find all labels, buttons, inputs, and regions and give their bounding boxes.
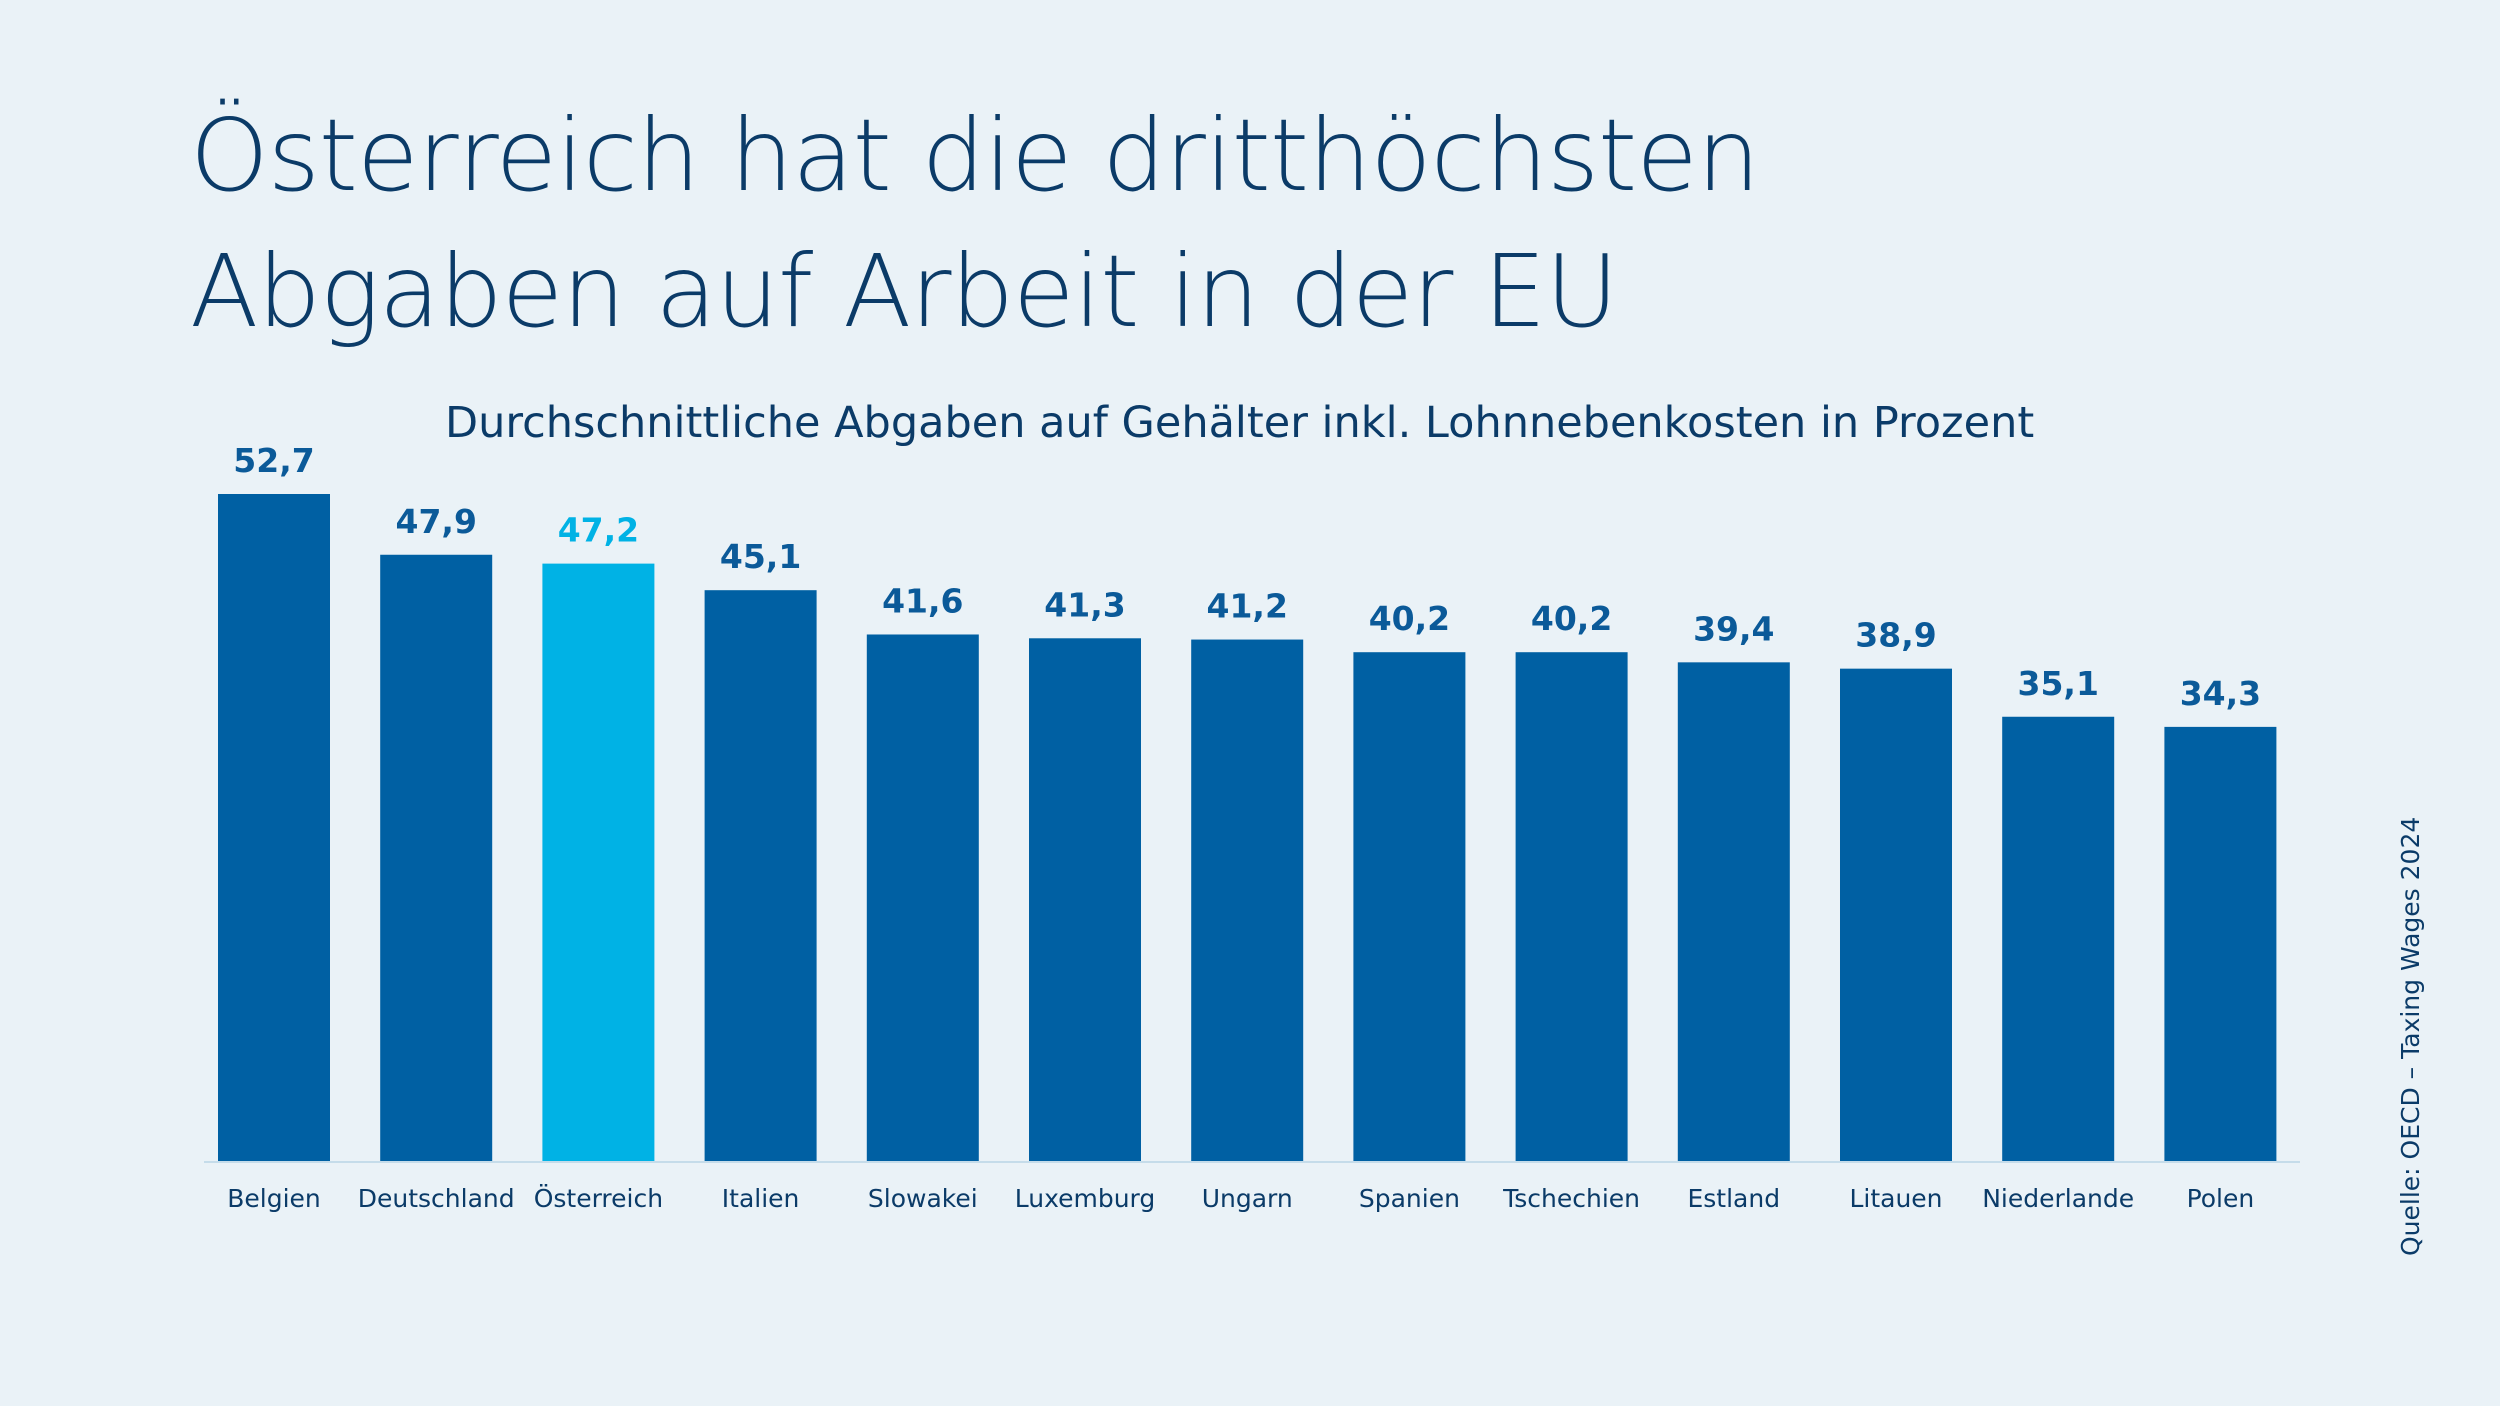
value-label-ungarn: 41,2 (1206, 587, 1287, 626)
value-label-estland: 39,4 (1693, 609, 1774, 648)
chart-title-line-1: Österreich hat die dritthöchsten (190, 97, 1760, 214)
value-label-slowakei: 41,6 (882, 581, 963, 620)
category-label-oesterreich: Österreich (534, 1184, 663, 1213)
chart-subtitle: Durchschnittliche Abgaben auf Gehälter i… (445, 398, 2035, 448)
category-label-belgien: Belgien (227, 1184, 321, 1213)
bar-spanien (1353, 652, 1466, 1161)
bar-italien (704, 590, 817, 1161)
value-label-italien: 45,1 (720, 537, 801, 576)
value-label-luxemburg: 41,3 (1044, 585, 1125, 624)
category-label-slowakei: Slowakei (868, 1184, 978, 1213)
bar-estland (1677, 662, 1790, 1161)
value-label-belgien: 52,7 (233, 441, 314, 480)
source-note: Quelle: OECD – Taxing Wages 2024 (2396, 816, 2425, 1256)
category-label-niederlande: Niederlande (1982, 1184, 2134, 1213)
category-label-tschechien: Tschechien (1502, 1184, 1640, 1213)
value-label-niederlande: 35,1 (2017, 664, 2098, 703)
bar-oesterreich (542, 563, 655, 1161)
category-label-italien: Italien (722, 1184, 800, 1213)
bar-belgien (218, 494, 330, 1161)
bar-litauen (1840, 668, 1952, 1161)
bar-deutschland (380, 554, 493, 1161)
category-label-polen: Polen (2187, 1184, 2255, 1213)
value-label-litauen: 38,9 (1855, 616, 1936, 655)
bar-slowakei (866, 634, 979, 1161)
bar-niederlande (2002, 716, 2115, 1161)
value-label-oesterreich: 47,2 (558, 511, 639, 550)
value-label-polen: 34,3 (2180, 674, 2261, 713)
category-label-litauen: Litauen (1849, 1184, 1942, 1213)
category-label-ungarn: Ungarn (1202, 1184, 1293, 1213)
category-label-spanien: Spanien (1359, 1184, 1460, 1213)
bar-luxemburg (1029, 638, 1141, 1161)
bar-polen (2164, 726, 2277, 1161)
bar-ungarn (1191, 639, 1304, 1161)
chart-title-line-2: Abgaben auf Arbeit in der EU (190, 233, 1619, 350)
category-label-luxemburg: Luxemburg (1015, 1184, 1156, 1213)
chart-title: Österreich hat die dritthöchsten Abgaben… (190, 88, 2090, 360)
value-label-deutschland: 47,9 (395, 502, 476, 541)
bar-tschechien (1515, 652, 1628, 1161)
category-label-estland: Estland (1687, 1184, 1780, 1213)
value-label-tschechien: 40,2 (1531, 599, 1612, 638)
category-label-deutschland: Deutschland (358, 1184, 515, 1213)
value-label-spanien: 40,2 (1369, 599, 1450, 638)
